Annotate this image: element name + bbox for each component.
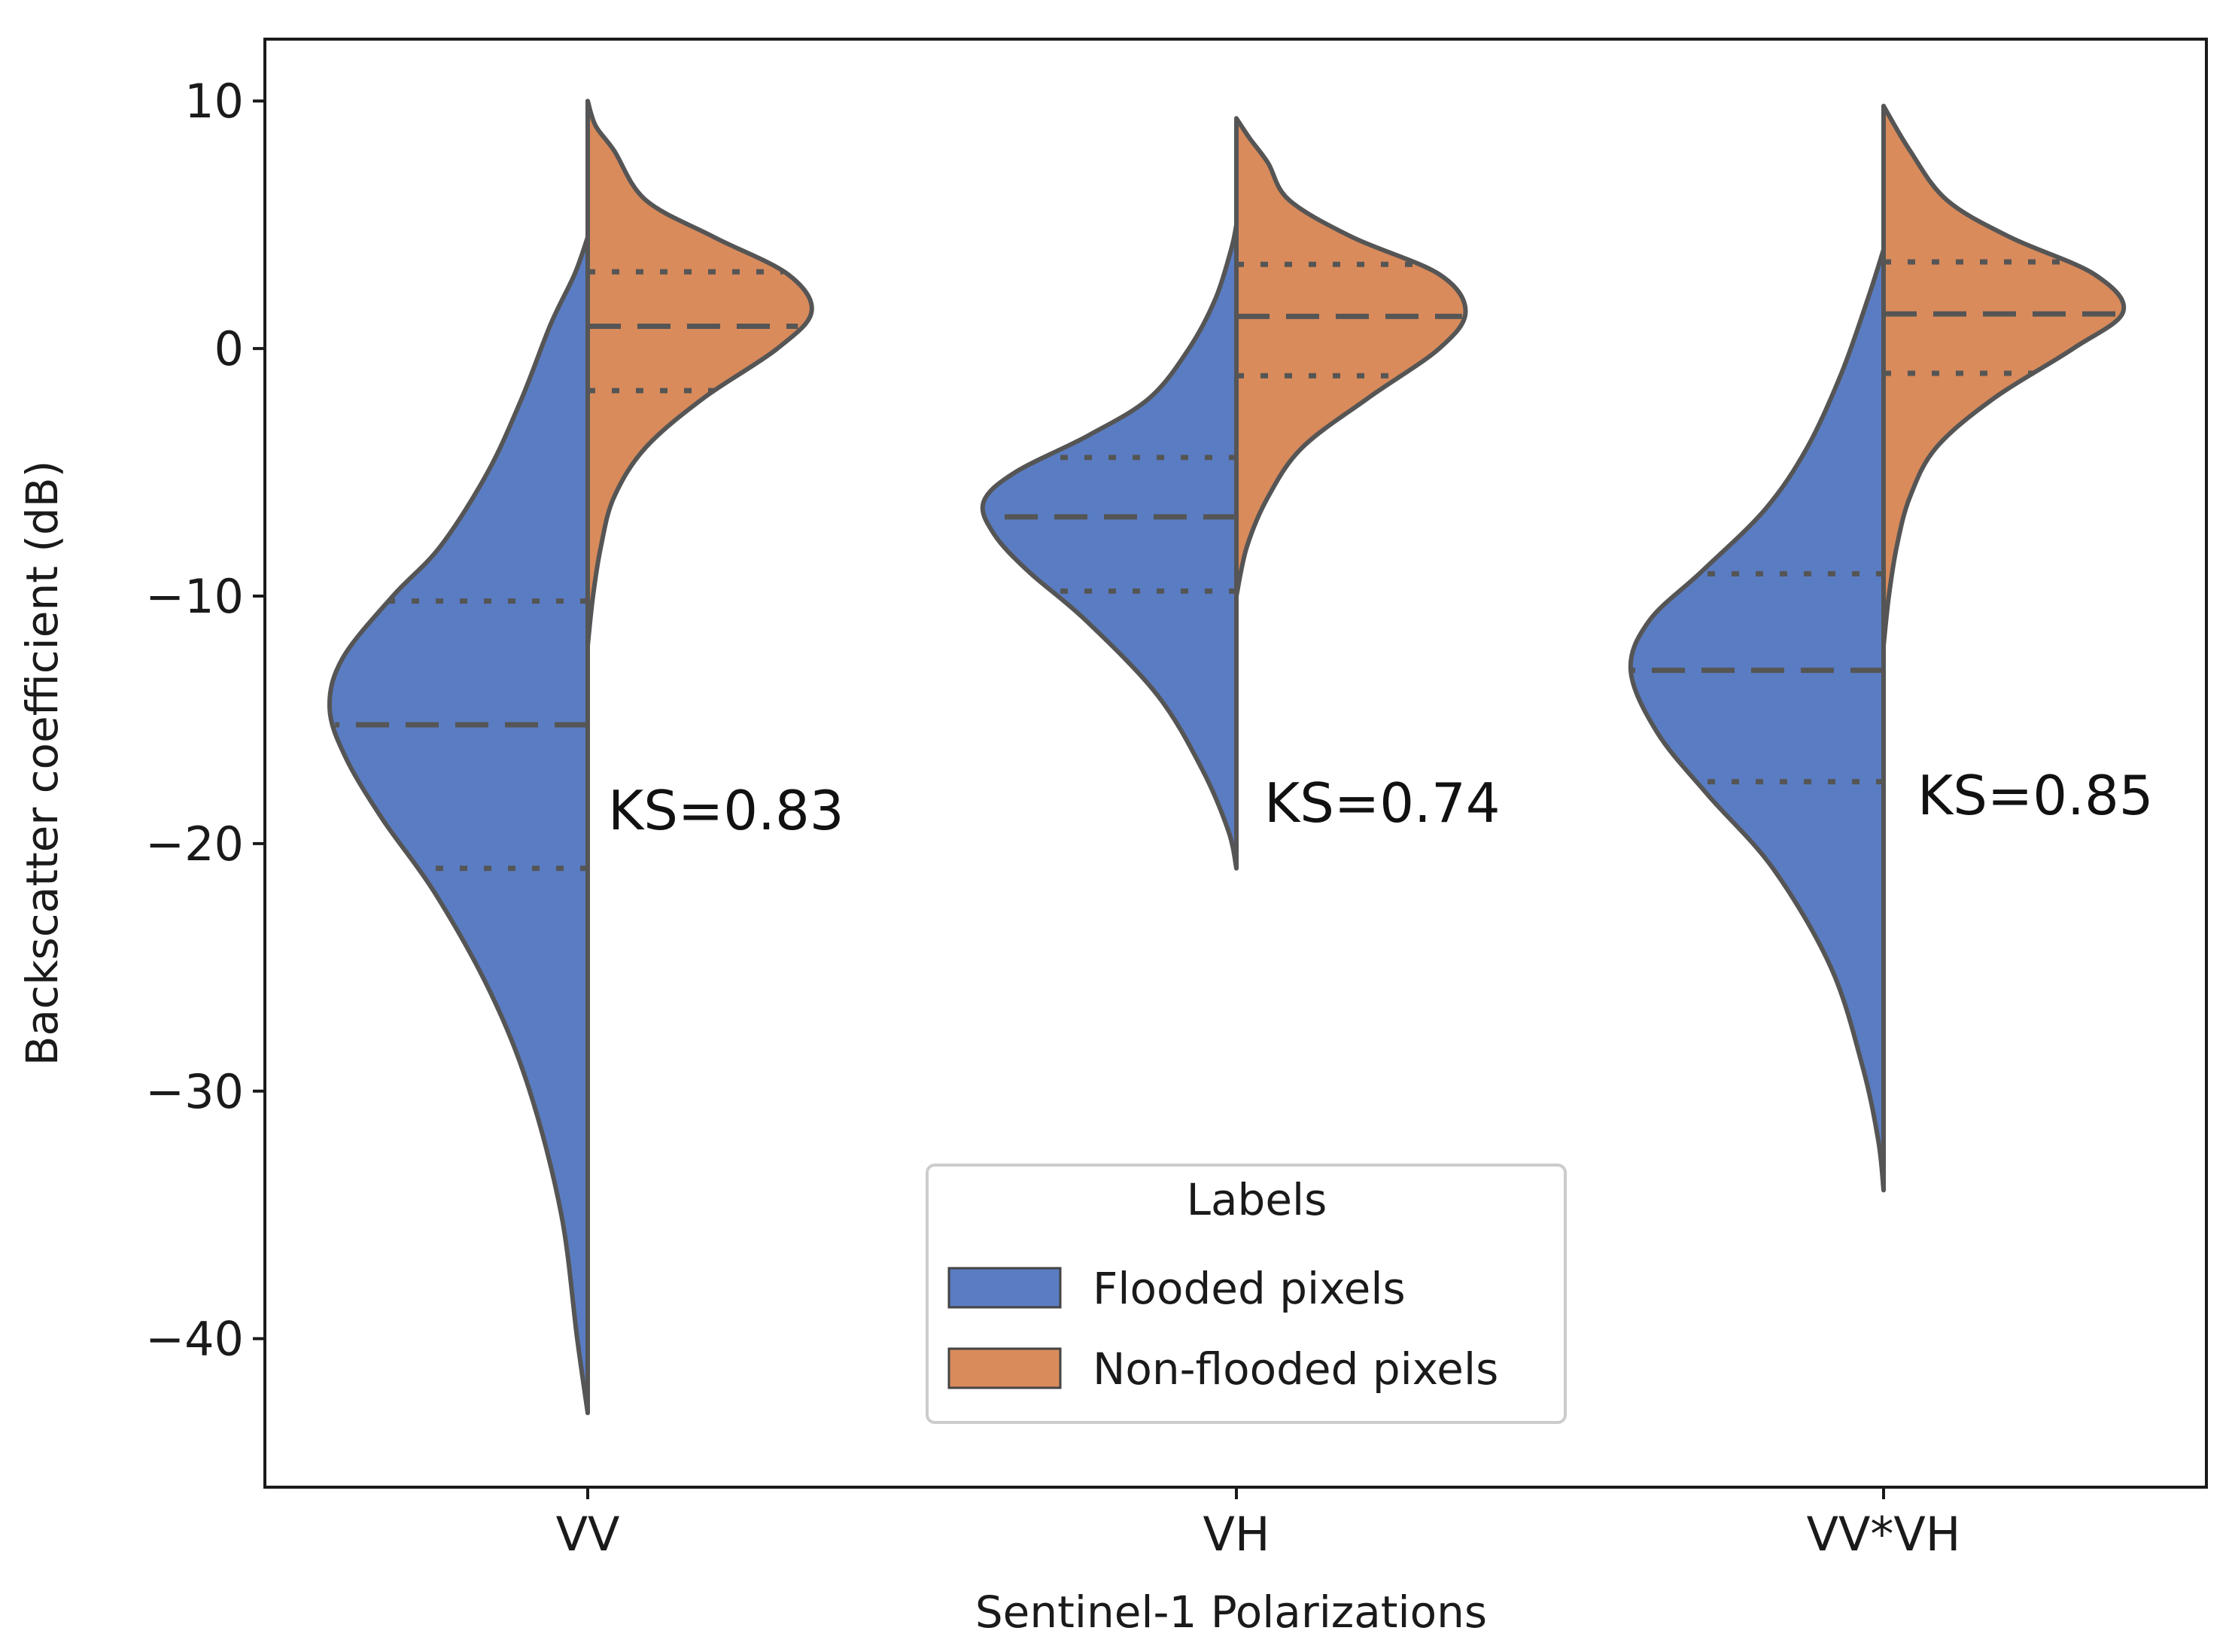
y-tick-label: 0 (214, 321, 244, 376)
legend-frame (926, 1164, 1567, 1424)
ks-annotation: KS=0.85 (1917, 764, 2154, 827)
y-axis: 10 0 −10 −20 −30 −40 (145, 74, 265, 1367)
legend: Labels Flooded pixels Non-flooded pixels (926, 1164, 1567, 1424)
violin-half-non-flooded (1881, 103, 2127, 648)
violin-half-flooded (1628, 247, 1886, 1193)
ks-annotation: KS=0.74 (1264, 771, 1501, 835)
violin-half-flooded (980, 222, 1239, 871)
legend-swatch-non-flooded (947, 1347, 1062, 1389)
ks-annotation: KS=0.83 (608, 779, 844, 842)
legend-swatch-flooded (947, 1267, 1062, 1309)
violin-half-non-flooded (585, 99, 814, 648)
violin-vv-vh (1628, 103, 2127, 1193)
y-tick-label: 10 (184, 74, 244, 129)
violins-layer (327, 99, 2127, 1416)
violin-half-non-flooded (1234, 116, 1468, 598)
ks-labels: KS=0.83 KS=0.74 KS=0.85 (608, 764, 2154, 842)
x-tick-label: VV (556, 1507, 620, 1562)
legend-label-non-flooded: Non-flooded pixels (1093, 1343, 1498, 1395)
legend-label-flooded: Flooded pixels (1093, 1263, 1406, 1314)
x-axis: VV VH VV*VH (556, 1487, 1961, 1562)
x-tick-label: VV*VH (1807, 1507, 1961, 1562)
x-tick-label: VH (1203, 1507, 1270, 1562)
x-axis-label: Sentinel-1 Polarizations (975, 1587, 1487, 1638)
y-axis-label: Backscatter coefficient (dB) (17, 461, 68, 1066)
violin-half-flooded (327, 235, 590, 1416)
violin-vh (980, 116, 1468, 871)
violin-vv (327, 99, 814, 1416)
y-tick-label: −30 (145, 1064, 244, 1119)
y-tick-label: −40 (145, 1312, 244, 1367)
legend-title: Labels (1187, 1174, 1327, 1225)
y-tick-label: −10 (145, 569, 244, 624)
y-tick-label: −20 (145, 817, 244, 872)
